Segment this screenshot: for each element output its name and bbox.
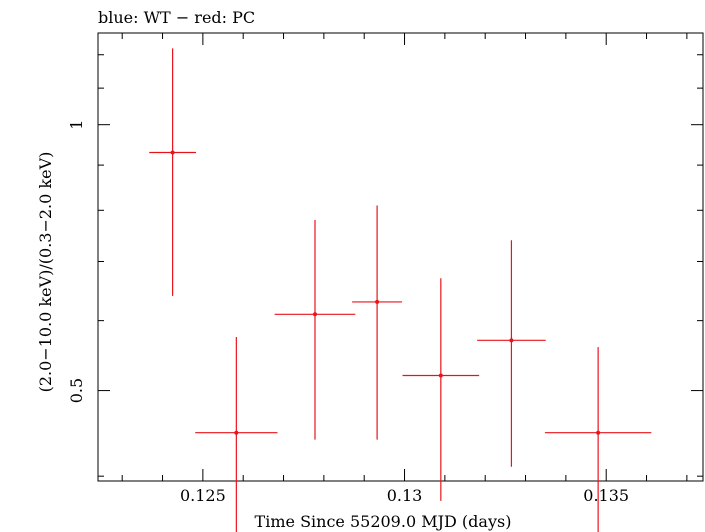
point-marker xyxy=(375,299,380,304)
axis-tick-labels: 0.125 0.13 0.135 0.5 1 xyxy=(67,120,629,505)
point-marker xyxy=(509,338,514,343)
chart-title: blue: WT − red: PC xyxy=(98,8,255,27)
x-tick-label: 0.125 xyxy=(180,486,226,505)
data-point xyxy=(477,240,546,467)
data-point xyxy=(274,219,356,440)
data-point xyxy=(544,347,652,532)
x-axis-label: Time Since 55209.0 MJD (days) xyxy=(255,512,512,531)
y-tick-label: 0.5 xyxy=(67,378,86,403)
data-point xyxy=(195,336,278,532)
point-marker xyxy=(596,430,601,435)
data-points xyxy=(149,48,652,532)
axis-ticks xyxy=(98,33,703,481)
y-axis-label: (2.0−10.0 keV)/(0.3−2.0 keV) xyxy=(36,152,55,393)
data-point xyxy=(149,48,197,296)
x-tick-label: 0.13 xyxy=(387,486,423,505)
data-point xyxy=(352,205,403,440)
point-marker xyxy=(312,312,317,317)
data-point xyxy=(402,278,480,501)
point-marker xyxy=(170,150,175,155)
y-tick-label: 1 xyxy=(67,120,86,130)
x-tick-label: 0.135 xyxy=(583,486,629,505)
point-marker xyxy=(438,373,443,378)
plot-frame xyxy=(97,32,704,482)
point-marker xyxy=(234,430,239,435)
